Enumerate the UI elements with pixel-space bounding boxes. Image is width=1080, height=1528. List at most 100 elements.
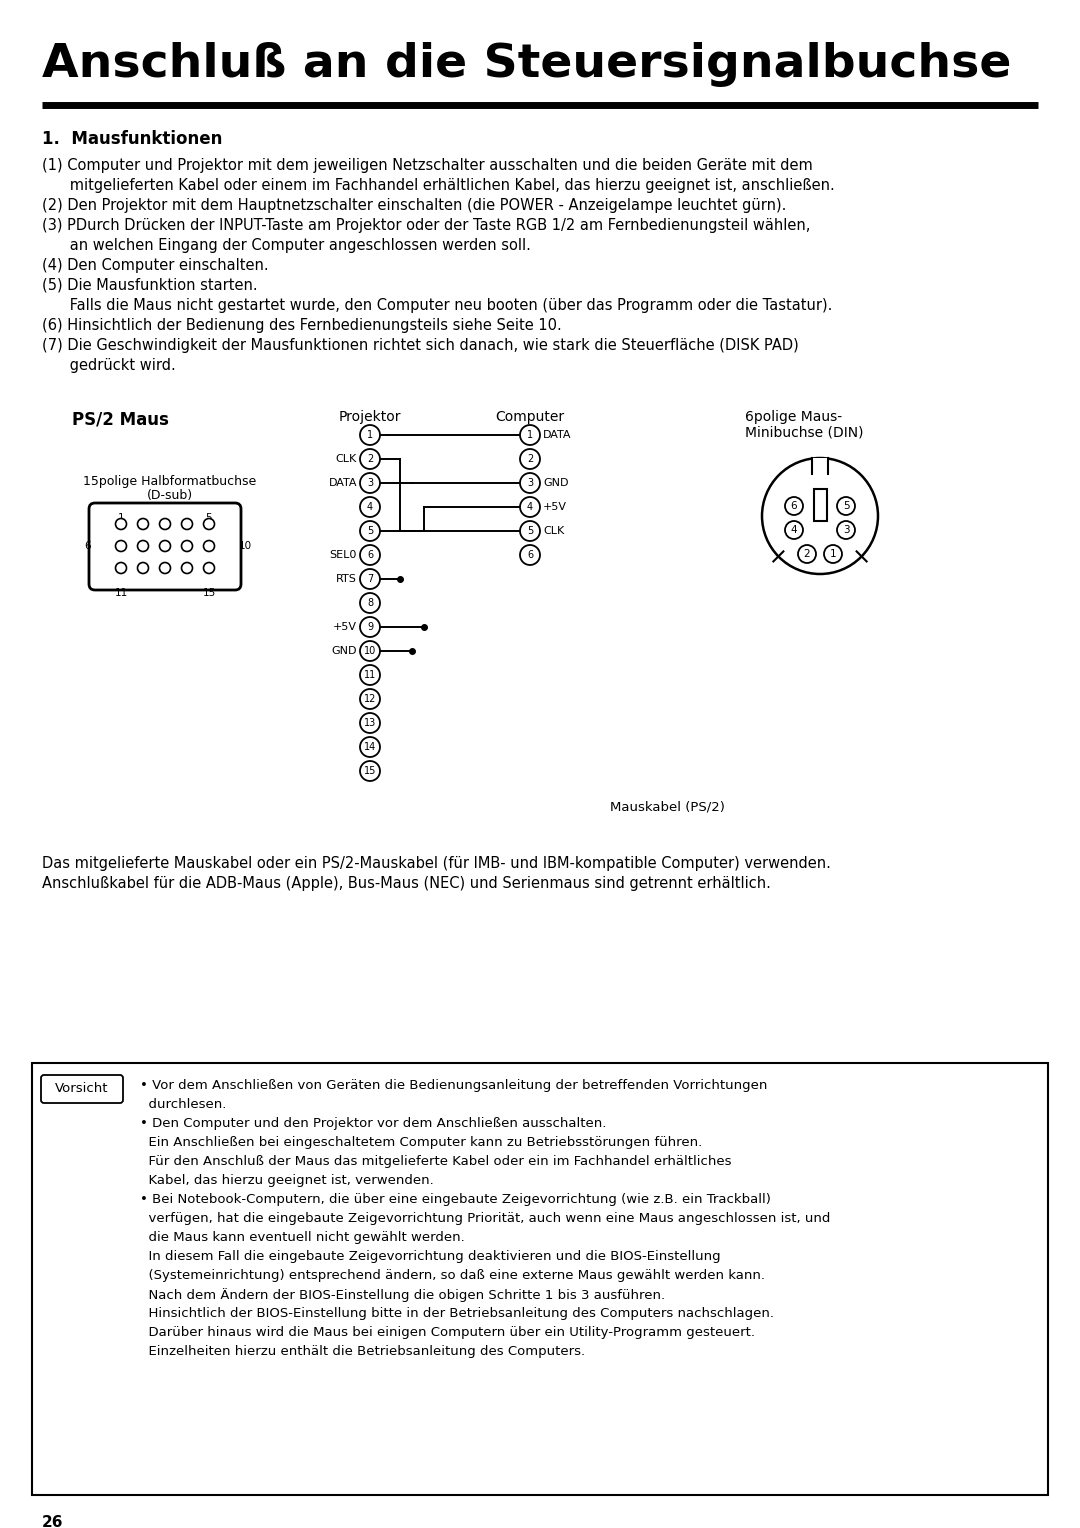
- Circle shape: [519, 425, 540, 445]
- Text: Darüber hinaus wird die Maus bei einigen Computern über ein Utility-Programm ges: Darüber hinaus wird die Maus bei einigen…: [140, 1326, 755, 1339]
- Text: 4: 4: [367, 503, 373, 512]
- Text: (3) PDurch Drücken der INPUT-Taste am Projektor oder der Taste RGB 1/2 am Fernbe: (3) PDurch Drücken der INPUT-Taste am Pr…: [42, 219, 810, 232]
- Circle shape: [137, 518, 149, 530]
- Text: 1: 1: [118, 513, 124, 523]
- Text: 7: 7: [367, 575, 373, 584]
- Circle shape: [798, 545, 816, 562]
- Text: GND: GND: [543, 478, 568, 487]
- Circle shape: [116, 562, 126, 573]
- Circle shape: [360, 568, 380, 588]
- Text: (5) Die Mausfunktion starten.: (5) Die Mausfunktion starten.: [42, 278, 258, 293]
- Circle shape: [360, 665, 380, 685]
- Circle shape: [519, 497, 540, 516]
- Circle shape: [203, 541, 215, 552]
- Bar: [812, 458, 828, 474]
- Text: mitgelieferten Kabel oder einem im Fachhandel erhältlichen Kabel, das hierzu gee: mitgelieferten Kabel oder einem im Fachh…: [42, 177, 835, 193]
- Text: 3: 3: [527, 478, 534, 487]
- Text: gedrückt wird.: gedrückt wird.: [42, 358, 176, 373]
- Circle shape: [116, 541, 126, 552]
- Text: Einzelheiten hierzu enthält die Betriebsanleitung des Computers.: Einzelheiten hierzu enthält die Betriebs…: [140, 1345, 585, 1358]
- Text: 15polige Halbformatbuchse: 15polige Halbformatbuchse: [83, 475, 257, 487]
- Circle shape: [160, 562, 171, 573]
- Text: 3: 3: [367, 478, 373, 487]
- Text: GND: GND: [332, 646, 357, 656]
- Text: Ein Anschließen bei eingeschaltetem Computer kann zu Betriebsstörungen führen.: Ein Anschließen bei eingeschaltetem Comp…: [140, 1135, 702, 1149]
- Text: 1: 1: [829, 549, 836, 559]
- Text: 10: 10: [239, 541, 252, 552]
- Circle shape: [160, 541, 171, 552]
- Circle shape: [360, 449, 380, 469]
- Text: 5: 5: [367, 526, 373, 536]
- Text: 13: 13: [364, 718, 376, 727]
- Text: 12: 12: [364, 694, 376, 704]
- Circle shape: [360, 689, 380, 709]
- Circle shape: [137, 541, 149, 552]
- Text: (2) Den Projektor mit dem Hauptnetzschalter einschalten (die POWER - Anzeigelamp: (2) Den Projektor mit dem Hauptnetzschal…: [42, 199, 786, 212]
- Circle shape: [519, 521, 540, 541]
- Text: Projektor: Projektor: [339, 410, 402, 423]
- Text: 26: 26: [42, 1514, 64, 1528]
- Circle shape: [360, 642, 380, 662]
- Text: Mauskabel (PS/2): Mauskabel (PS/2): [610, 801, 725, 814]
- Text: 6: 6: [84, 541, 91, 552]
- Bar: [813, 489, 826, 521]
- Text: 4: 4: [527, 503, 534, 512]
- Text: 15: 15: [202, 588, 216, 597]
- Circle shape: [203, 518, 215, 530]
- Circle shape: [360, 617, 380, 637]
- Text: +5V: +5V: [543, 503, 567, 512]
- Text: 9: 9: [367, 622, 373, 633]
- Text: 11: 11: [114, 588, 127, 597]
- Text: 11: 11: [364, 669, 376, 680]
- Text: 6: 6: [791, 501, 797, 510]
- Text: 1: 1: [367, 429, 373, 440]
- Circle shape: [824, 545, 842, 562]
- Text: Computer: Computer: [496, 410, 565, 423]
- Circle shape: [785, 497, 804, 515]
- Text: CLK: CLK: [336, 454, 357, 465]
- Circle shape: [360, 425, 380, 445]
- Text: an welchen Eingang der Computer angeschlossen werden soll.: an welchen Eingang der Computer angeschl…: [42, 238, 531, 254]
- Circle shape: [360, 593, 380, 613]
- Text: • Bei Notebook-Computern, die über eine eingebaute Zeigevorrichtung (wie z.B. ei: • Bei Notebook-Computern, die über eine …: [140, 1193, 771, 1206]
- Text: 5: 5: [527, 526, 534, 536]
- Text: 15: 15: [364, 766, 376, 776]
- Text: 3: 3: [842, 526, 849, 535]
- Circle shape: [360, 736, 380, 756]
- Circle shape: [360, 714, 380, 733]
- Bar: [32, 1063, 1048, 1494]
- Text: 8: 8: [367, 597, 373, 608]
- Circle shape: [837, 521, 855, 539]
- Circle shape: [160, 518, 171, 530]
- Text: CLK: CLK: [543, 526, 564, 536]
- Text: SEL0: SEL0: [329, 550, 357, 559]
- Text: (7) Die Geschwindigkeit der Mausfunktionen richtet sich danach, wie stark die St: (7) Die Geschwindigkeit der Mausfunktion…: [42, 338, 799, 353]
- Circle shape: [181, 562, 192, 573]
- Text: (Systemeinrichtung) entsprechend ändern, so daß eine externe Maus gewählt werden: (Systemeinrichtung) entsprechend ändern,…: [140, 1268, 765, 1282]
- FancyBboxPatch shape: [41, 1076, 123, 1103]
- Text: 2: 2: [367, 454, 373, 465]
- Text: Anschluß an die Steuersignalbuchse: Anschluß an die Steuersignalbuchse: [42, 41, 1011, 87]
- Text: In diesem Fall die eingebaute Zeigevorrichtung deaktivieren und die BIOS-Einstel: In diesem Fall die eingebaute Zeigevorri…: [140, 1250, 720, 1264]
- Text: 1.  Mausfunktionen: 1. Mausfunktionen: [42, 130, 222, 148]
- Text: 1: 1: [527, 429, 534, 440]
- Text: Falls die Maus nicht gestartet wurde, den Computer neu booten (über das Programm: Falls die Maus nicht gestartet wurde, de…: [42, 298, 833, 313]
- Text: Für den Anschluß der Maus das mitgelieferte Kabel oder ein im Fachhandel erhältl: Für den Anschluß der Maus das mitgeliefe…: [140, 1155, 731, 1167]
- Text: DATA: DATA: [543, 429, 571, 440]
- Text: Hinsichtlich der BIOS-Einstellung bitte in der Betriebsanleitung des Computers n: Hinsichtlich der BIOS-Einstellung bitte …: [140, 1306, 774, 1320]
- Circle shape: [837, 497, 855, 515]
- Circle shape: [762, 458, 878, 575]
- Text: RTS: RTS: [336, 575, 357, 584]
- Text: (D-sub): (D-sub): [147, 489, 193, 503]
- FancyBboxPatch shape: [89, 503, 241, 590]
- Text: Anschlußkabel für die ADB-Maus (Apple), Bus-Maus (NEC) und Serienmaus sind getre: Anschlußkabel für die ADB-Maus (Apple), …: [42, 876, 771, 891]
- Text: Kabel, das hierzu geeignet ist, verwenden.: Kabel, das hierzu geeignet ist, verwende…: [140, 1174, 434, 1187]
- Text: 6: 6: [527, 550, 534, 559]
- Text: (1) Computer und Projektor mit dem jeweiligen Netzschalter ausschalten und die b: (1) Computer und Projektor mit dem jewei…: [42, 157, 813, 173]
- Circle shape: [519, 474, 540, 494]
- Text: • Vor dem Anschließen von Geräten die Bedienungsanleitung der betreffenden Vorri: • Vor dem Anschließen von Geräten die Be…: [140, 1079, 768, 1093]
- Text: die Maus kann eventuell nicht gewählt werden.: die Maus kann eventuell nicht gewählt we…: [140, 1232, 464, 1244]
- Circle shape: [360, 545, 380, 565]
- Circle shape: [785, 521, 804, 539]
- Circle shape: [519, 545, 540, 565]
